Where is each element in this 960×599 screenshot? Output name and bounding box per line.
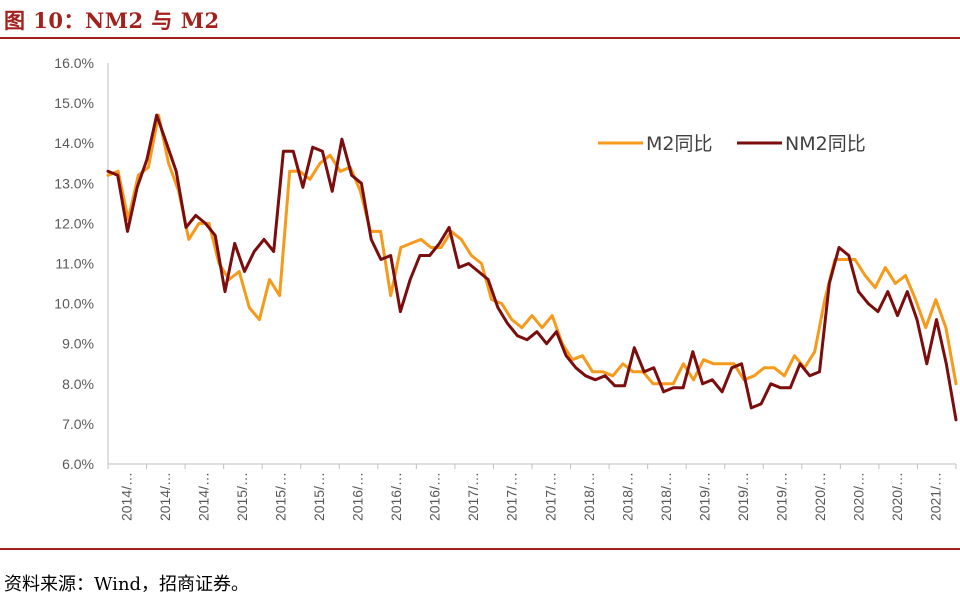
x-tick-label: 2014/…: [195, 472, 211, 521]
y-tick-label: 10.0%: [54, 296, 94, 312]
legend-m2-label: M2同比: [646, 133, 712, 155]
x-tick-label: 2018/…: [658, 472, 674, 521]
y-tick-label: 7.0%: [62, 416, 94, 432]
x-tick-label: 2019/…: [735, 472, 751, 521]
x-tick-label: 2021/…: [928, 472, 944, 521]
x-tick-label: 2016/…: [388, 472, 404, 521]
x-tick-label: 2018/…: [619, 472, 635, 521]
legend-nm2-label: NM2同比: [785, 133, 866, 155]
figure-title: 图 10：NM2 与 M2: [4, 8, 220, 33]
x-tick-label: 2017/…: [504, 472, 520, 521]
header-rule: [0, 37, 960, 39]
y-tick-label: 12.0%: [54, 215, 94, 231]
y-tick-label: 8.0%: [62, 376, 94, 392]
y-tick-label: 11.0%: [55, 256, 94, 272]
x-tick-label: 2018/…: [581, 472, 597, 521]
y-tick-label: 14.0%: [54, 135, 94, 151]
line-chart: 6.0% 7.0% 8.0% 9.0% 10.0% 11.0% 12.0% 13.0% 14.0…: [54, 55, 958, 521]
x-tick-label: 2017/…: [465, 472, 481, 521]
nm2-series-line: [106, 113, 958, 422]
y-tick-label: 16.0%: [54, 55, 94, 71]
y-tick-label: 13.0%: [54, 175, 94, 191]
y-tick-label: 9.0%: [62, 336, 94, 352]
x-tick-label: 2020/…: [851, 472, 867, 521]
x-tick-label: 2017/…: [542, 472, 558, 521]
x-tick-label: 2016/…: [350, 472, 366, 521]
footer-rule: [0, 548, 960, 550]
x-tick-label: 2020/…: [889, 472, 905, 521]
y-tick-label: 6.0%: [62, 456, 94, 472]
x-tick-label: 2015/…: [311, 472, 327, 521]
x-tick-label: 2015/…: [234, 472, 250, 521]
figure-header: 图 10：NM2 与 M2: [0, 0, 960, 40]
m2-series-line: [106, 113, 958, 386]
source-note: 资料来源：Wind，招商证券。: [4, 574, 250, 595]
x-tick-label: 2014/…: [157, 472, 173, 521]
y-tick-label: 15.0%: [54, 95, 94, 111]
x-tick-label: 2015/…: [272, 472, 288, 521]
x-tick-label: 2019/…: [774, 472, 790, 521]
x-tick-label: 2014/…: [118, 472, 134, 521]
x-tick-label: 2019/…: [696, 472, 712, 521]
x-tick-label: 2020/…: [812, 472, 828, 521]
x-tick-label: 2016/…: [427, 472, 443, 521]
